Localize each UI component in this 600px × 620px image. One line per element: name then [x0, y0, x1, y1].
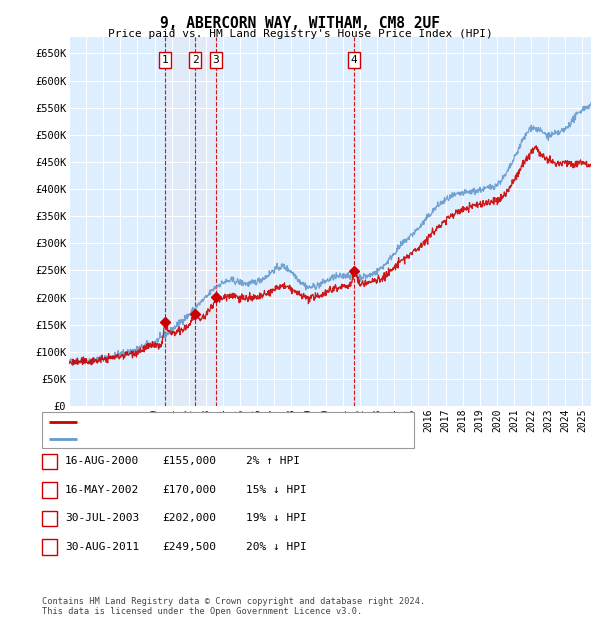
Bar: [353, 37, 355, 406]
Text: Contains HM Land Registry data © Crown copyright and database right 2024.: Contains HM Land Registry data © Crown c…: [42, 597, 425, 606]
Text: 2% ↑ HPI: 2% ↑ HPI: [246, 456, 300, 466]
Text: 9, ABERCORN WAY, WITHAM, CM8 2UF: 9, ABERCORN WAY, WITHAM, CM8 2UF: [160, 16, 440, 30]
Text: 16-AUG-2000: 16-AUG-2000: [65, 456, 139, 466]
Text: £202,000: £202,000: [162, 513, 216, 523]
Text: £170,000: £170,000: [162, 485, 216, 495]
Text: 9, ABERCORN WAY, WITHAM, CM8 2UF (detached house): 9, ABERCORN WAY, WITHAM, CM8 2UF (detach…: [83, 417, 377, 427]
Text: 3: 3: [212, 55, 219, 65]
Bar: [165, 37, 216, 406]
Text: 1: 1: [46, 456, 53, 466]
Text: 4: 4: [351, 55, 358, 65]
Text: Price paid vs. HM Land Registry's House Price Index (HPI): Price paid vs. HM Land Registry's House …: [107, 29, 493, 38]
Text: 15% ↓ HPI: 15% ↓ HPI: [246, 485, 307, 495]
Text: £155,000: £155,000: [162, 456, 216, 466]
Text: 19% ↓ HPI: 19% ↓ HPI: [246, 513, 307, 523]
Text: 4: 4: [46, 542, 53, 552]
Text: 20% ↓ HPI: 20% ↓ HPI: [246, 542, 307, 552]
Text: £249,500: £249,500: [162, 542, 216, 552]
Text: 3: 3: [46, 513, 53, 523]
Text: 2: 2: [192, 55, 199, 65]
Text: 30-JUL-2003: 30-JUL-2003: [65, 513, 139, 523]
Text: HPI: Average price, detached house, Braintree: HPI: Average price, detached house, Brai…: [83, 433, 353, 444]
Text: 16-MAY-2002: 16-MAY-2002: [65, 485, 139, 495]
Text: 2: 2: [46, 485, 53, 495]
Text: This data is licensed under the Open Government Licence v3.0.: This data is licensed under the Open Gov…: [42, 607, 362, 616]
Text: 1: 1: [162, 55, 169, 65]
Text: 30-AUG-2011: 30-AUG-2011: [65, 542, 139, 552]
